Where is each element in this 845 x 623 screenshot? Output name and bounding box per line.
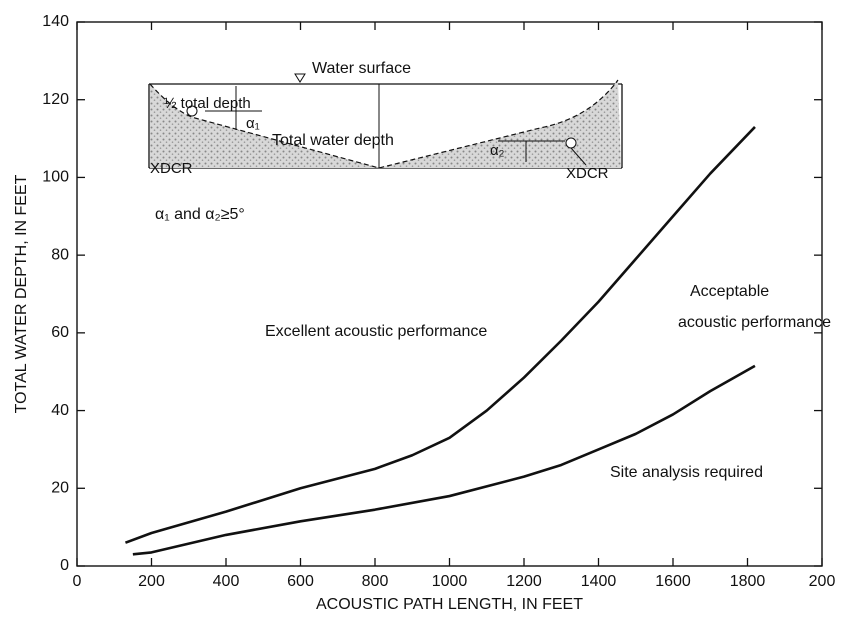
x-tick-label: 1800: [730, 573, 766, 590]
x-tick-label: 600: [287, 573, 314, 590]
y-tick-label: 40: [51, 402, 69, 419]
annotation: Site analysis required: [610, 464, 763, 481]
x-tick-label: 1600: [655, 573, 691, 590]
annotation: Acceptable: [690, 283, 769, 300]
annotation: acoustic performance: [678, 314, 831, 331]
curve: [132, 364, 756, 556]
left-bank: [150, 84, 379, 168]
y-tick-label: 60: [51, 324, 69, 341]
x-tick-label: 1200: [506, 573, 542, 590]
bed-line: [149, 79, 619, 169]
y-tick-label: 0: [60, 557, 69, 574]
x-tick-label: 200: [809, 573, 836, 590]
water-symbol: [294, 73, 306, 83]
y-axis-label: TOTAL WATER DEPTH, IN FEET: [13, 174, 30, 413]
transducer: [186, 105, 198, 117]
transducer: [565, 137, 577, 149]
annotation: α₁: [246, 115, 260, 132]
annotation: Total water depth: [272, 132, 394, 149]
x-tick-label: 1000: [432, 573, 468, 590]
y-tick-label: 120: [42, 91, 69, 108]
curve: [124, 126, 756, 544]
x-tick-label: 200: [138, 573, 165, 590]
annotation: XDCR: [566, 165, 609, 182]
xdcr-leader: [570, 147, 587, 166]
x-tick-label: 800: [362, 573, 389, 590]
annotation: ½ total depth: [164, 95, 251, 112]
y-tick-label: 100: [42, 169, 69, 186]
right-bank: [379, 80, 621, 168]
annotation: XDCR: [150, 160, 193, 177]
x-axis-label: ACOUSTIC PATH LENGTH, IN FEET: [316, 596, 583, 613]
annotation: α₂: [490, 142, 505, 159]
x-tick-label: 0: [73, 573, 82, 590]
y-tick-label: 140: [42, 13, 69, 30]
y-tick-label: 80: [51, 246, 69, 263]
annotation: α₁ and α₂≥5°: [155, 206, 245, 223]
inset-diagram: [148, 73, 623, 169]
annotation: Excellent acoustic performance: [265, 323, 487, 340]
x-tick-label: 1400: [581, 573, 617, 590]
x-tick-label: 400: [213, 573, 240, 590]
y-tick-label: 20: [51, 480, 69, 497]
annotation: Water surface: [312, 60, 411, 77]
